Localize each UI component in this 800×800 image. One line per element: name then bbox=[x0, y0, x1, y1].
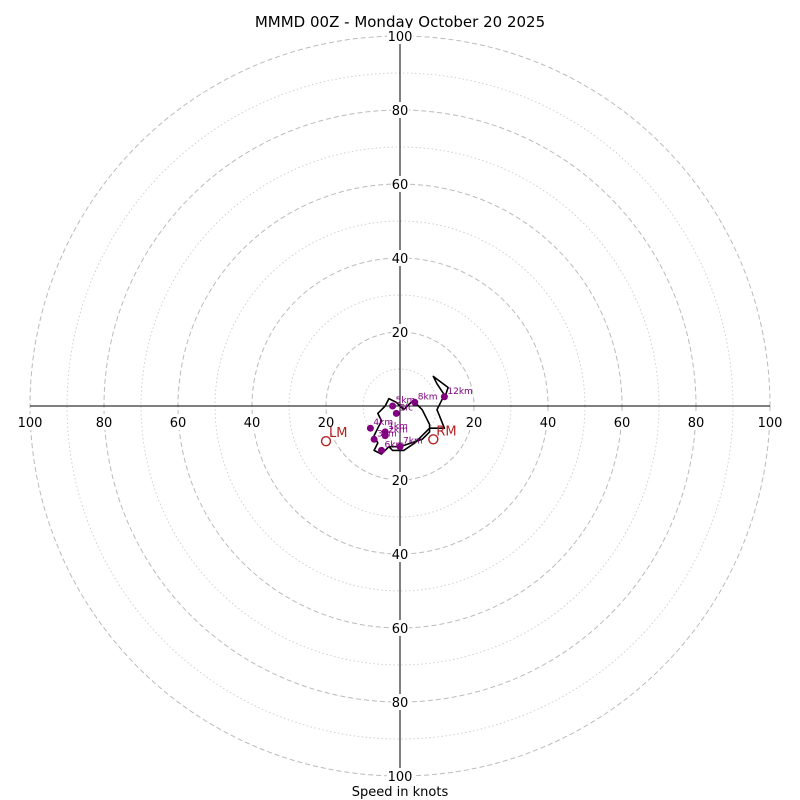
storm-motion: LM RM bbox=[320, 424, 457, 447]
tick-bottom-20: 20 bbox=[392, 474, 409, 489]
height-label-6km: 6km bbox=[385, 440, 405, 450]
tick-top-100-bg bbox=[387, 28, 413, 44]
storm-motion-rm-label: RM bbox=[436, 424, 456, 439]
height-label-5km: 5km bbox=[396, 396, 416, 406]
tick-labels: 100 80 60 40 20 20 40 60 80 100 20 40 60 80 100 20 40 60 8… bbox=[17, 28, 783, 785]
tick-left-100-bg bbox=[17, 414, 43, 430]
tick-bottom-80: 80 bbox=[392, 696, 409, 711]
tick-right-40: 40 bbox=[540, 416, 557, 431]
tick-top-20-bg bbox=[391, 324, 409, 340]
tick-bottom-100-bg bbox=[387, 768, 413, 784]
tick-right-80-bg bbox=[687, 414, 705, 430]
tick-bottom-60: 60 bbox=[392, 622, 409, 637]
tick-left-20: 20 bbox=[318, 416, 335, 431]
tick-bottom-100: 100 bbox=[388, 770, 413, 785]
tick-bottom-60-bg bbox=[391, 620, 409, 636]
tick-right-20: 20 bbox=[466, 416, 483, 431]
tick-top-60-bg bbox=[391, 176, 409, 192]
tick-bottom-40: 40 bbox=[392, 548, 409, 563]
tick-top-80: 80 bbox=[392, 104, 409, 119]
height-label-8km: 8km bbox=[418, 392, 438, 402]
tick-bottom-20-bg bbox=[391, 472, 409, 488]
x-axis-label: Speed in knots bbox=[352, 785, 449, 800]
tick-left-80: 80 bbox=[96, 416, 113, 431]
height-marker-2km bbox=[381, 432, 389, 440]
height-marker-7km bbox=[396, 443, 404, 451]
tick-left-60-bg bbox=[169, 414, 187, 430]
hodograph-trace bbox=[373, 375, 449, 455]
height-marker-5km bbox=[389, 402, 397, 410]
height-label-sfc: Sfc bbox=[399, 403, 413, 413]
tick-right-60-bg bbox=[613, 414, 631, 430]
height-marker-8km bbox=[411, 398, 419, 406]
tick-right-80: 80 bbox=[688, 416, 705, 431]
tick-right-40-bg bbox=[539, 414, 557, 430]
height-label-12km: 12km bbox=[447, 387, 472, 397]
tick-top-60: 60 bbox=[392, 178, 409, 193]
tick-left-20-bg bbox=[317, 414, 335, 430]
tick-left-60: 60 bbox=[170, 416, 187, 431]
tick-left-80-bg bbox=[95, 414, 113, 430]
storm-motion-lm-marker bbox=[320, 435, 332, 447]
height-marker-3km bbox=[370, 435, 378, 443]
height-marker-sfc bbox=[392, 409, 400, 417]
height-label-1km: 1km bbox=[388, 422, 408, 432]
wind-trace bbox=[373, 375, 449, 455]
tick-right-20-bg bbox=[465, 414, 483, 430]
height-marker-6km bbox=[378, 446, 385, 454]
tick-top-80-bg bbox=[391, 102, 409, 118]
tick-left-40-bg bbox=[243, 414, 261, 430]
height-label-7km: 7km bbox=[403, 437, 423, 447]
tick-bottom-80-bg bbox=[391, 694, 409, 710]
height-marker-4km bbox=[366, 424, 374, 432]
tick-right-100-bg bbox=[757, 414, 783, 430]
tick-left-40: 40 bbox=[244, 416, 261, 431]
tick-right-60: 60 bbox=[614, 416, 631, 431]
height-marker-12km bbox=[440, 393, 448, 401]
tick-top-20: 20 bbox=[392, 326, 409, 341]
storm-motion-lm-label: LM bbox=[329, 426, 347, 441]
tick-top-40-bg bbox=[391, 250, 409, 266]
tick-right-100: 100 bbox=[758, 416, 783, 431]
tick-bottom-40-bg bbox=[391, 546, 409, 562]
storm-motion-rm-marker bbox=[428, 434, 439, 445]
tick-top-100: 100 bbox=[388, 30, 413, 45]
height-label-3km: 3km bbox=[377, 429, 397, 439]
chart-title: MMMD 00Z - Monday October 20 2025 bbox=[255, 13, 545, 31]
tick-left-100: 100 bbox=[18, 416, 43, 431]
height-label-2km: 2km bbox=[388, 426, 408, 436]
tick-top-40: 40 bbox=[392, 252, 409, 267]
height-label-4km: 4km bbox=[373, 418, 393, 428]
